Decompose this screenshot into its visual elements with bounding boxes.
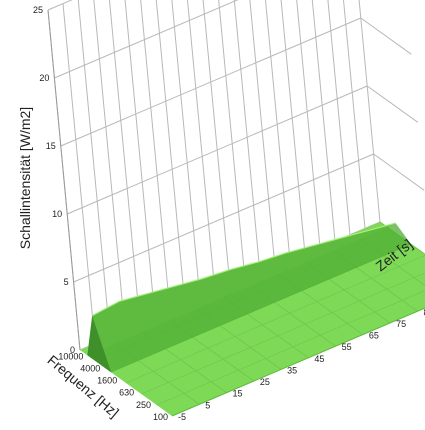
time-tick-label: 25 [260, 377, 270, 387]
ridge-front-slope [92, 223, 412, 373]
time-tick-label: 75 [396, 319, 406, 329]
back-wall-gridline-v [77, 0, 111, 338]
time-tick-label: 5 [205, 400, 210, 410]
time-tick-label: 55 [342, 342, 352, 352]
back-wall-gridline-v [62, 3, 96, 344]
freq-tick-label: 100 [153, 412, 168, 422]
back-wall-gridline-v [249, 0, 276, 267]
floor-gridline-freq [141, 272, 425, 395]
ridge-end-face [87, 315, 112, 373]
z-axis-title: Schallintensität [W/m2] [17, 107, 33, 249]
back-wall-gridline-v [311, 0, 336, 242]
back-wall-gridline-h [73, 153, 374, 283]
ridge-crest [91, 222, 396, 317]
z-axis-line [47, 9, 81, 351]
back-wall-gridline-v [280, 0, 306, 255]
z-tick-label: 20 [39, 73, 49, 83]
back-wall-gridline-v [296, 0, 321, 248]
freq-tick-label: 10000 [58, 351, 83, 361]
time-tick-label: 45 [314, 354, 324, 364]
back-wall-gridline-h [60, 17, 361, 147]
floor-front-edge [171, 307, 425, 417]
back-wall-gridline-h [54, 0, 239, 79]
back-wall-gridline-v [140, 0, 171, 312]
back-wall-gridline-v [186, 0, 216, 293]
time-tick-label: 85 [423, 307, 425, 317]
z-tick-label: 10 [52, 209, 62, 219]
back-wall-gridline-v [327, 0, 351, 235]
time-tick-label: -5 [178, 412, 186, 422]
back-wall-gridline-v [264, 0, 291, 261]
z-tick-label: 15 [46, 141, 56, 151]
freq-tick-label: 4000 [80, 363, 100, 373]
back-wall-gridline-v [93, 0, 126, 331]
floor-gridline-freq [156, 290, 425, 406]
back-wall-gridline-v [233, 0, 261, 274]
freq-tick-label: 630 [119, 388, 134, 398]
back-wall-gridline-v [343, 0, 366, 229]
time-tick-label: 15 [233, 389, 243, 399]
floor-gridline-freq [125, 255, 425, 384]
z-tick-label: 25 [33, 5, 43, 15]
freq-tick-label: 1600 [97, 376, 117, 386]
back-wall-gridline-h [47, 0, 73, 11]
freq-tick-label: 250 [136, 400, 151, 410]
back-wall-gridline-h [67, 85, 368, 215]
surface-layer [80, 221, 425, 417]
back-wall-gridline-v [155, 0, 186, 306]
back-wall-gridline-v [218, 0, 246, 280]
back-wall-gridline-v [358, 0, 381, 223]
z-tick-label: 0 [70, 345, 75, 355]
back-wall-gridline-v [108, 0, 141, 325]
z-tick-label: 5 [64, 277, 69, 287]
side-wall-gridline [366, 85, 419, 123]
side-wall-gridline [373, 153, 425, 191]
side-wall-gridline [360, 17, 412, 55]
time-tick-label: 65 [369, 331, 379, 341]
back-wall-gridline-v [171, 0, 201, 299]
back-wall-gridline-v [202, 0, 231, 287]
back-wall-gridline-v [124, 0, 156, 319]
time-tick-label: 35 [287, 365, 297, 375]
